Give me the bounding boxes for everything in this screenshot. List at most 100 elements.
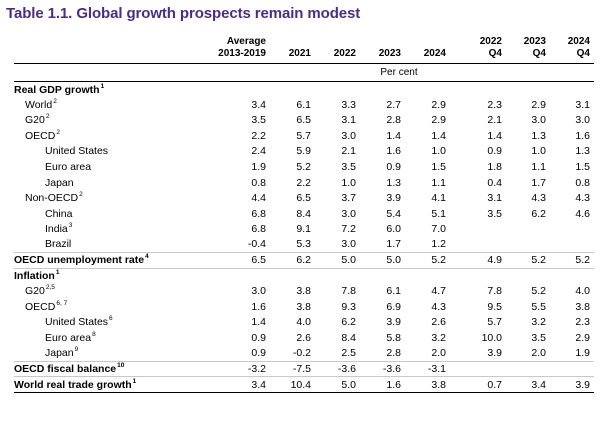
value-cell: 3.4 xyxy=(208,376,270,393)
value-cell: 10.4 xyxy=(270,376,315,393)
value-cell: 0.9 xyxy=(386,161,401,173)
value-cell: 6.2 xyxy=(531,207,546,220)
value-cell: 2.9 xyxy=(431,98,446,111)
row-label: OECD6, 7 xyxy=(14,299,208,315)
row-label-text: G20 xyxy=(25,285,45,298)
footnote-marker: 2 xyxy=(53,97,57,105)
value-cell xyxy=(315,82,360,98)
header-year-2024: 2024 xyxy=(405,32,450,64)
value-cell: 6.5 xyxy=(208,252,270,269)
value-cell: 3.0 xyxy=(575,114,590,127)
row-label: World real trade growth1 xyxy=(14,376,208,393)
value-cell: -0.4 xyxy=(247,238,266,251)
header-q4-2022: 2022 Q4 xyxy=(462,32,506,64)
value-cell: 3.7 xyxy=(341,192,356,205)
value-cell: 4.0 xyxy=(575,285,590,298)
footnote-marker: 2 xyxy=(45,113,50,121)
value-cell: 2.3 xyxy=(575,316,590,329)
footnote-marker: 6 xyxy=(109,315,113,323)
value-cell: 2.1 xyxy=(341,145,356,158)
header-label-cell xyxy=(14,32,208,64)
row-label: Inflation1 xyxy=(14,267,208,284)
header-year-2022: 2022 xyxy=(315,32,360,64)
value-cell xyxy=(506,360,550,377)
row-label: OECD unemployment rate4 xyxy=(14,252,208,269)
footnote-marker: 10 xyxy=(117,362,125,370)
column-gap xyxy=(450,252,462,269)
value-cell xyxy=(550,221,594,237)
footnote-marker: 2 xyxy=(79,191,83,199)
value-cell: 4.3 xyxy=(531,192,546,205)
value-cell: -7.5 xyxy=(270,360,315,377)
column-gap xyxy=(450,376,462,393)
table-row: OECD2 2.2 5.7 3.0 1.4 1.4 1.4 1.3 1.6 xyxy=(14,128,594,144)
value-cell: 3.0 xyxy=(251,285,266,298)
table-row: Japan9 0.9 -0.2 2.5 2.8 2.0 3.9 2.0 1.9 xyxy=(14,346,594,362)
value-cell: 2.3 xyxy=(487,98,502,111)
value-cell: 3.1 xyxy=(487,192,502,205)
row-label-text: China xyxy=(45,207,73,220)
column-gap xyxy=(450,360,462,377)
footnote-marker: 6, 7 xyxy=(56,299,68,307)
value-cell xyxy=(360,267,405,284)
value-cell: 4.9 xyxy=(462,252,506,269)
value-cell: 1.3 xyxy=(575,145,590,158)
value-cell: 4.3 xyxy=(431,300,446,313)
value-cell: 4.0 xyxy=(296,316,311,329)
value-cell: 1.3 xyxy=(386,176,401,189)
value-cell: 1.8 xyxy=(487,161,502,173)
value-cell: -0.2 xyxy=(292,347,311,360)
value-cell: 0.8 xyxy=(575,176,590,189)
value-cell xyxy=(506,267,550,284)
row-label-text: G20 xyxy=(25,114,45,127)
table-title: Table 1.1. Global growth prospects remai… xyxy=(6,5,361,22)
value-cell: 9.5 xyxy=(487,300,502,313)
value-cell: 2.8 xyxy=(386,114,401,127)
value-cell: 6.5 xyxy=(296,192,311,205)
row-label-text: OECD unemployment rate xyxy=(14,254,145,267)
table-row: Non-OECD2 4.4 6.5 3.7 3.9 4.1 3.1 4.3 4.3 xyxy=(14,190,594,206)
row-label: World2 xyxy=(14,97,208,113)
value-cell: 9.1 xyxy=(296,223,311,236)
value-cell: 9.3 xyxy=(341,300,356,313)
value-cell: 2.5 xyxy=(341,347,356,360)
value-cell: 5.7 xyxy=(487,316,502,329)
column-gap xyxy=(450,128,462,144)
value-cell: 7.2 xyxy=(341,223,356,236)
header-year-2023: 2023 xyxy=(360,32,405,64)
value-cell: 3.0 xyxy=(531,114,546,127)
value-cell: 5.8 xyxy=(386,332,401,345)
value-cell: 8.4 xyxy=(341,332,356,345)
value-cell: 0.8 xyxy=(251,176,266,189)
row-label: United States6 xyxy=(14,315,208,331)
value-cell: 6.1 xyxy=(386,285,401,298)
value-cell: 1.0 xyxy=(431,145,446,158)
value-cell: 1.9 xyxy=(575,347,590,360)
header-q4-2022-quarter: Q4 xyxy=(488,48,502,59)
table-row: World real trade growth1 3.4 10.4 5.0 1.6 3.8… xyxy=(14,376,594,393)
table-row: Real GDP growth1 xyxy=(14,82,594,98)
header-q4-2022-year: 2022 xyxy=(479,36,502,47)
header-average-line1: Average xyxy=(226,36,266,47)
value-cell xyxy=(462,82,506,98)
value-cell: 2.0 xyxy=(531,347,546,360)
column-gap xyxy=(450,113,462,129)
value-cell: 3.8 xyxy=(296,300,311,313)
value-cell: 3.5 xyxy=(251,114,266,127)
value-cell xyxy=(506,82,550,98)
row-label-text: Japan xyxy=(45,347,74,360)
row-label: Euro area8 xyxy=(14,330,208,346)
row-label-text: Inflation xyxy=(14,270,55,283)
row-label-text: World xyxy=(25,98,53,111)
value-cell: -3.6 xyxy=(360,360,405,377)
value-cell: 1.4 xyxy=(251,316,266,329)
row-label-text: OECD xyxy=(25,129,56,142)
row-label: Brazil xyxy=(14,237,208,253)
value-cell: 3.1 xyxy=(341,114,356,127)
value-cell: 3.8 xyxy=(575,300,590,313)
value-cell: 3.5 xyxy=(531,332,546,345)
value-cell xyxy=(315,267,360,284)
row-label-text: United States xyxy=(45,316,109,329)
value-cell: 4.7 xyxy=(431,285,446,298)
header-average-line2: 2013-2019 xyxy=(218,48,266,59)
